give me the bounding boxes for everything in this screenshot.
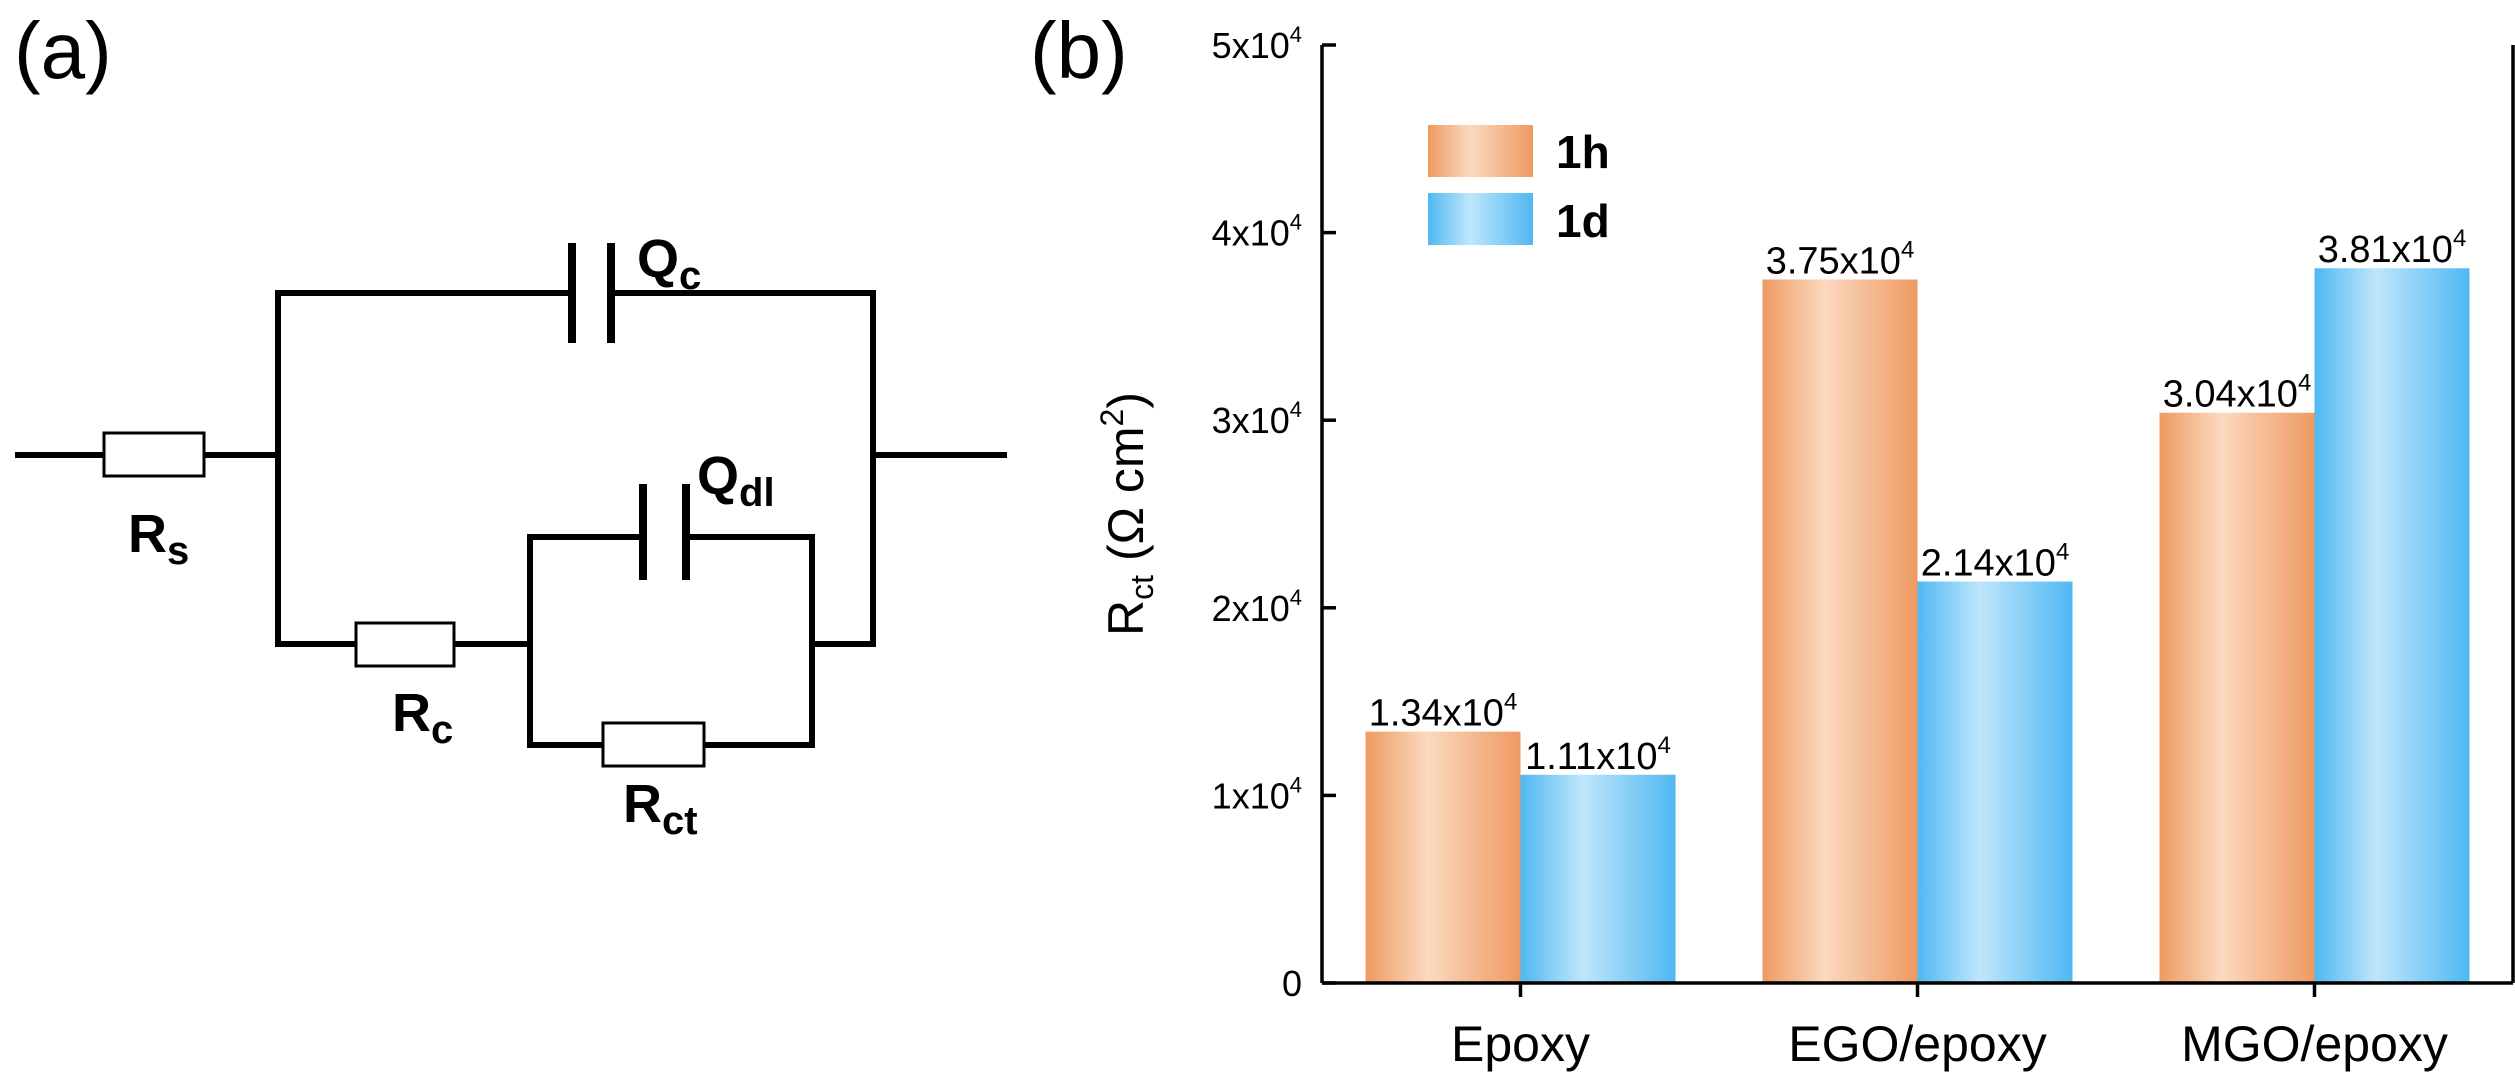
circuit-wires [15,290,1007,748]
x-category-label: MGO/epoxy [2181,1016,2448,1072]
panel-b-label: (b) [1030,6,1128,95]
rc-label: Rc [392,683,453,752]
bar-1h-ego-epoxy [1762,279,1918,983]
x-category-label: Epoxy [1451,1016,1590,1072]
y-tick-label: 1x104 [1212,772,1302,816]
qc-capacitor [568,243,615,343]
y-ticks-group: 0 1x104 2x104 3x104 4x104 5x104 [1212,22,1336,1004]
qc-label: Qc [637,229,701,298]
bar-1d-mgo-epoxy [2314,268,2470,983]
bar-1d-epoxy [1520,774,1676,983]
bar-1h-mgo-epoxy [2159,412,2315,983]
panel-b: (b) 1.34x104 3.75x104 3.04x104 1.11x104 2.14… [1030,6,2515,1072]
data-label: 1.11x104 [1525,732,1671,778]
panel-a: (a) [14,6,1007,843]
rc-resistor [354,621,456,668]
legend-label-1d: 1d [1556,195,1610,247]
data-label: 2.14x104 [1921,539,2070,585]
bars-group [1365,268,2470,983]
bar-1d-ego-epoxy [1917,581,2073,983]
data-label: 3.75x104 [1766,237,1915,283]
x-category-label: EGO/epoxy [1788,1016,2046,1072]
data-label: 3.04x104 [2163,370,2312,416]
y-tick-label: 2x104 [1212,585,1302,629]
rct-label: Rct [623,774,698,843]
rs-label: Rs [128,504,189,573]
rs-resistor [102,431,206,478]
qdl-label: Qdl [697,446,775,515]
data-label: 1.34x104 [1369,689,1518,735]
legend-swatch-1d [1428,193,1533,245]
y-axis-title: Rct(Ω cm2) [1094,392,1160,636]
qdl-capacitor [639,484,690,580]
y-tick-label: 5x104 [1212,22,1302,66]
bar-1h-epoxy [1365,731,1521,983]
x-ticks-group: Epoxy EGO/epoxy MGO/epoxy [1451,983,2448,1072]
legend-label-1h: 1h [1556,126,1610,178]
rct-resistor [601,721,706,768]
value-labels-group: 1.34x104 3.75x104 3.04x104 1.11x104 2.14x104… [1369,225,2467,778]
legend-swatch-1h [1428,125,1533,177]
panel-a-label: (a) [14,6,112,95]
y-tick-label: 4x104 [1212,210,1302,254]
legend: 1h 1d [1428,125,1610,247]
data-label: 3.81x104 [2318,225,2467,271]
y-tick-label: 0 [1282,963,1302,1004]
y-tick-label: 3x104 [1212,397,1302,441]
